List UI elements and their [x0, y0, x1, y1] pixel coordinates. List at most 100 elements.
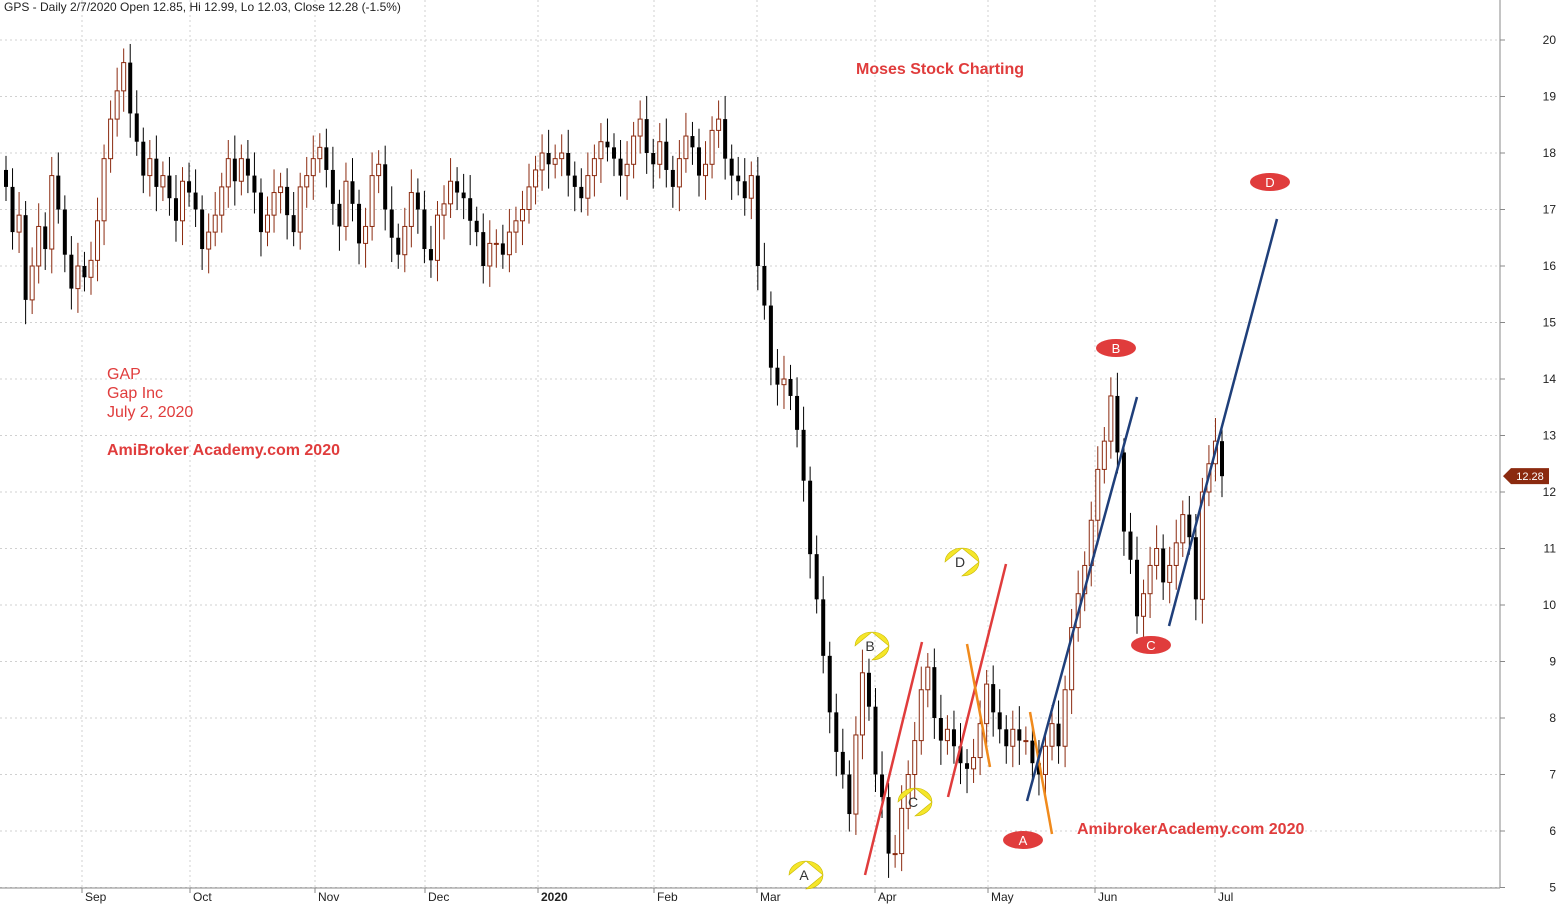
candle	[991, 665, 996, 737]
candle	[859, 649, 865, 760]
candle	[670, 155, 675, 208]
candle	[69, 236, 74, 310]
candle-body	[422, 209, 427, 250]
candle-body	[539, 152, 545, 171]
candle	[618, 140, 623, 197]
red-marker-letter: A	[1019, 833, 1028, 848]
candle-body	[468, 198, 473, 221]
candle	[944, 715, 950, 755]
candle	[709, 116, 715, 179]
candle	[291, 191, 296, 247]
candle	[493, 229, 499, 268]
candle	[238, 144, 244, 196]
candle	[676, 140, 682, 212]
candle-body	[971, 757, 977, 770]
candle-body	[795, 395, 800, 430]
candle	[827, 641, 832, 734]
candle	[1180, 500, 1186, 557]
candle	[310, 135, 316, 200]
candle	[729, 144, 734, 200]
y-tick-label: 9	[1549, 655, 1556, 669]
candle	[180, 167, 186, 246]
red-marker-D: D	[1250, 173, 1290, 191]
candle-body	[128, 62, 133, 114]
candle-body	[709, 129, 715, 165]
candle-body	[408, 192, 414, 227]
candle-body	[958, 746, 963, 764]
x-tick-label: Mar	[760, 890, 781, 904]
candle	[1115, 372, 1120, 474]
candle-body	[1167, 564, 1173, 583]
candle-body	[657, 141, 663, 165]
candle	[1193, 514, 1198, 621]
red-marker-C: C	[1131, 636, 1171, 654]
candle-body	[324, 147, 329, 170]
candle-body	[173, 198, 178, 221]
candle-body	[43, 226, 48, 250]
candle	[258, 178, 263, 257]
candle	[1135, 536, 1140, 634]
candle	[330, 146, 335, 225]
candle	[624, 141, 630, 200]
candle	[984, 669, 990, 745]
candle	[840, 728, 845, 789]
candle-body	[847, 774, 852, 815]
candle	[997, 689, 1002, 744]
candle-body	[1023, 740, 1029, 743]
candle-body	[167, 175, 172, 199]
candle-body	[984, 683, 990, 725]
candle-body	[997, 712, 1002, 730]
x-tick-label: Apr	[878, 890, 897, 904]
candle	[644, 95, 649, 174]
last-price-tag: 12.28	[1503, 468, 1549, 485]
candle	[951, 710, 956, 764]
candle	[128, 43, 133, 138]
candle	[873, 688, 878, 793]
candle-body	[526, 186, 532, 210]
orange-trend-line-2	[1028, 711, 1054, 835]
candle	[225, 140, 231, 208]
candle-body	[434, 214, 440, 261]
candle-body	[618, 158, 623, 176]
candle-body	[788, 379, 793, 396]
yellow-marker-letter: B	[865, 638, 874, 654]
candle-body	[225, 158, 231, 188]
candle-body	[873, 706, 878, 775]
candle	[206, 213, 212, 274]
candle-body	[585, 175, 591, 199]
candle-body	[1030, 740, 1035, 764]
candle	[1128, 512, 1133, 574]
candle-body	[252, 175, 257, 193]
candle	[519, 190, 525, 246]
candle-body	[965, 763, 970, 769]
candle	[434, 201, 440, 282]
red-marker-letter: D	[1265, 175, 1274, 190]
x-tick-label: May	[991, 890, 1014, 904]
candle-body	[991, 684, 996, 713]
candle	[337, 189, 342, 251]
candle	[1108, 377, 1114, 459]
candle	[1154, 525, 1160, 580]
candle	[899, 785, 905, 872]
candle	[154, 135, 159, 212]
candle-body	[644, 119, 649, 153]
trend-lines	[863, 218, 1279, 876]
candle	[651, 138, 656, 189]
candle-body	[559, 152, 565, 160]
candle	[971, 738, 977, 783]
candle	[762, 242, 767, 320]
y-tick-label: 13	[1543, 429, 1557, 443]
candle-body	[938, 718, 943, 741]
yellow-marker-letter: C	[908, 794, 918, 810]
candle-body	[56, 175, 61, 210]
candle-body	[696, 147, 701, 176]
candle	[605, 118, 610, 162]
candle-body	[676, 158, 682, 188]
candle-body	[278, 186, 284, 194]
candle-body	[506, 231, 512, 256]
y-tick-label: 20	[1543, 33, 1557, 47]
red-marker-shape	[1003, 831, 1043, 849]
candle	[1056, 700, 1061, 764]
candle-body	[297, 186, 303, 233]
candle	[506, 208, 512, 273]
